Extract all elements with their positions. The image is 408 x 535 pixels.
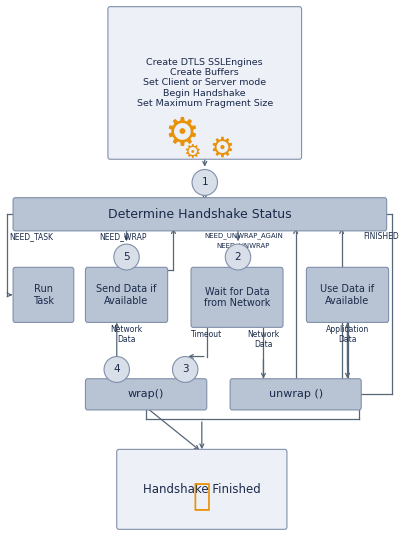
FancyBboxPatch shape	[85, 268, 168, 323]
Text: Determine Handshake Status: Determine Handshake Status	[108, 208, 292, 221]
Text: Timeout: Timeout	[191, 330, 222, 339]
Text: 3: 3	[182, 364, 188, 374]
Text: 🤝: 🤝	[193, 483, 211, 511]
Text: unwrap (): unwrap ()	[268, 389, 323, 399]
FancyBboxPatch shape	[306, 268, 388, 323]
FancyBboxPatch shape	[13, 268, 74, 323]
FancyBboxPatch shape	[230, 379, 361, 410]
Text: Application
Data: Application Data	[326, 325, 369, 344]
Text: 4: 4	[113, 364, 120, 374]
Text: ⚙: ⚙	[209, 135, 234, 163]
FancyBboxPatch shape	[85, 379, 207, 410]
FancyBboxPatch shape	[108, 6, 302, 159]
Ellipse shape	[173, 356, 198, 383]
FancyBboxPatch shape	[117, 449, 287, 529]
Text: wrap(): wrap()	[128, 389, 164, 399]
Text: 2: 2	[235, 252, 241, 262]
Ellipse shape	[114, 244, 139, 270]
Text: ⚙: ⚙	[165, 114, 200, 152]
Text: NEED_WRAP: NEED_WRAP	[99, 232, 146, 241]
Text: 5: 5	[123, 252, 130, 262]
Text: Create DTLS SSLEngines
Create Buffers
Set Client or Server mode
Begin Handshake
: Create DTLS SSLEngines Create Buffers Se…	[137, 58, 273, 108]
FancyBboxPatch shape	[191, 268, 283, 327]
Text: ⚙: ⚙	[183, 143, 201, 162]
Text: Network
Data: Network Data	[247, 330, 279, 349]
Text: NEED_TASK: NEED_TASK	[9, 232, 53, 241]
Text: NEED_UNWRAP: NEED_UNWRAP	[217, 242, 270, 249]
Text: FINISHED: FINISHED	[363, 232, 399, 241]
Text: Run
Task: Run Task	[33, 284, 54, 305]
FancyBboxPatch shape	[13, 198, 387, 231]
Text: Handshake Finished: Handshake Finished	[143, 483, 261, 496]
Ellipse shape	[192, 170, 217, 195]
Text: NEED_UNWRAP_AGAIN: NEED_UNWRAP_AGAIN	[205, 232, 284, 239]
Ellipse shape	[225, 244, 251, 270]
Text: Send Data if
Available: Send Data if Available	[96, 284, 157, 305]
Ellipse shape	[104, 356, 129, 383]
Text: 1: 1	[202, 178, 208, 187]
Text: Use Data if
Available: Use Data if Available	[320, 284, 375, 305]
Text: Wait for Data
from Network: Wait for Data from Network	[204, 287, 270, 308]
Text: Network
Data: Network Data	[111, 325, 143, 344]
